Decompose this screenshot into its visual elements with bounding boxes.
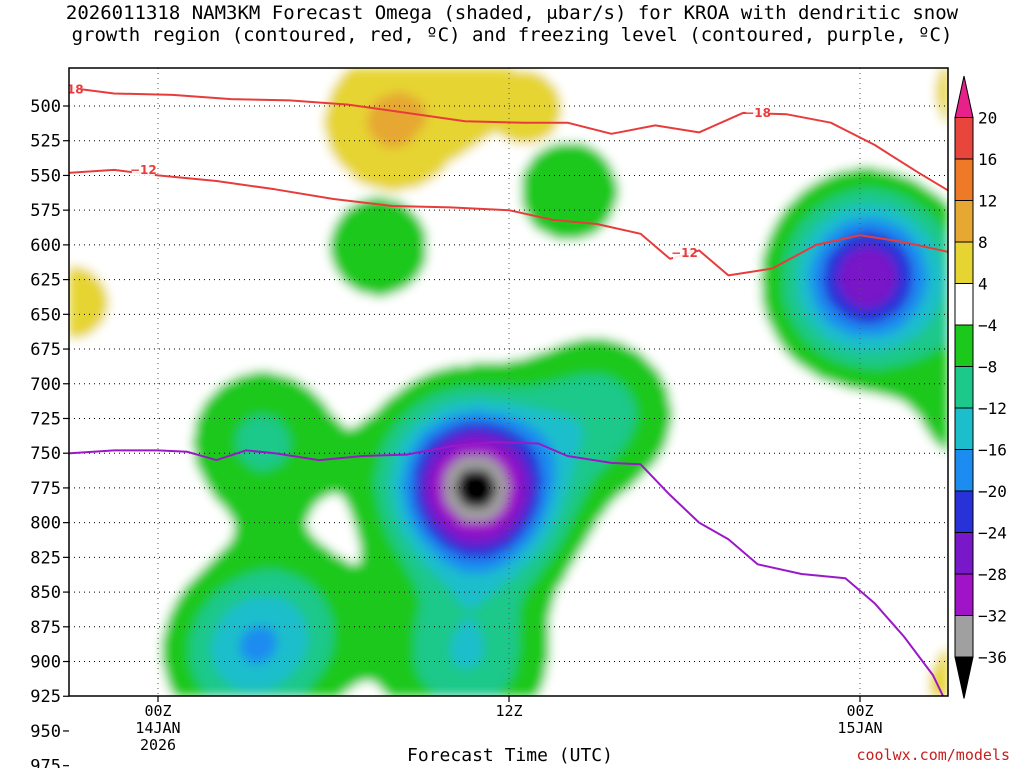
colorbar-bin <box>954 449 974 492</box>
x-axis: 00Z14JAN202612Z00Z15JAN12Z00Z16JAN <box>135 696 883 754</box>
y-tick-label: 525 <box>30 132 61 152</box>
colorbar-label: 12 <box>978 192 997 211</box>
colorbar-label: −32 <box>978 607 1007 626</box>
y-tick-label: 575 <box>30 201 61 221</box>
y-tick-label: 800 <box>30 514 61 534</box>
colorbar-label: 4 <box>978 275 988 294</box>
y-tick-label: 875 <box>30 618 61 638</box>
colorbar-bin <box>954 366 974 409</box>
colorbar-bin <box>954 158 974 201</box>
colorbar: 20 16 12 8 4 −4 −8 −12 −16 −20 −24 −28 −32 −36 <box>954 75 1007 699</box>
y-tick-label: 925 <box>30 687 61 707</box>
x-tick-label: 15JAN <box>837 719 882 737</box>
chart-title-line1: 2026011318 NAM3KM Forecast Omega (shaded… <box>65 2 959 24</box>
y-tick-label: 900 <box>30 653 61 673</box>
x-tick-label: 14JAN <box>135 719 180 737</box>
contour-label-background <box>69 82 82 96</box>
colorbar-label: −28 <box>978 565 1007 584</box>
y-tick-label: 750 <box>30 444 61 464</box>
colorbar-bin <box>954 75 974 118</box>
y-tick-label: 775 <box>30 479 61 499</box>
colorbar-label: 16 <box>978 150 997 169</box>
x-tick-label: 00Z <box>846 702 873 720</box>
site-credit: coolwx.com/models <box>856 746 1010 764</box>
colorbar-label: −8 <box>978 358 997 377</box>
colorbar-label: −36 <box>978 648 1007 667</box>
contours: −18−18−18−12−12−12 <box>57 82 948 696</box>
colorbar-label: −4 <box>978 316 997 335</box>
contour-label: −18 <box>744 106 771 120</box>
y-tick-label: 975 <box>30 757 61 768</box>
colorbar-label: 20 <box>978 109 997 128</box>
y-tick-label: 675 <box>30 340 61 360</box>
y-tick-label: 950 <box>30 722 61 742</box>
colorbar-label: −12 <box>978 399 1007 418</box>
chart-title-line2: growth region (contoured, red, ºC) and f… <box>71 24 953 46</box>
colorbar-bin <box>954 200 974 243</box>
contour-label: −18 <box>57 82 84 96</box>
colorbar-bin <box>954 241 974 284</box>
y-tick-label: 550 <box>30 166 61 186</box>
colorbar-bin <box>954 490 974 533</box>
colorbar-bin <box>954 532 974 575</box>
x-axis-label: Forecast Time (UTC) <box>407 745 613 766</box>
colorbar-bin <box>954 283 974 326</box>
contour-label-background <box>746 105 770 119</box>
contour-label: −12 <box>130 163 157 177</box>
x-tick-label: 00Z <box>144 702 171 720</box>
y-tick-label: 500 <box>30 97 61 117</box>
contour-freezing_level <box>69 441 945 696</box>
y-tick-label: 625 <box>30 271 61 291</box>
y-tick-label: 600 <box>30 236 61 256</box>
plot-area: −18−18−18−12−12−12 <box>57 67 949 697</box>
contour-label-background <box>673 246 696 260</box>
x-tick-label: 2026 <box>140 736 176 754</box>
colorbar-bin <box>954 573 974 616</box>
colorbar-bin <box>954 656 974 699</box>
y-tick-label: 700 <box>30 375 61 395</box>
contour-dgz_-18 <box>69 86 948 192</box>
y-tick-label: 850 <box>30 583 61 603</box>
y-axis: 500 525 550 575 600 625 650 675 700 725 750 775 800 8… <box>30 97 69 768</box>
y-tick-label: 725 <box>30 409 61 429</box>
colorbar-bin <box>954 407 974 450</box>
colorbar-label: −16 <box>978 441 1007 460</box>
contour-dgz_-12 <box>69 168 948 277</box>
colorbar-bin <box>954 117 974 160</box>
omega-shading <box>69 68 948 696</box>
y-tick-label: 825 <box>30 548 61 568</box>
contour-label: −12 <box>671 246 698 260</box>
x-tick-label: 12Z <box>495 702 522 720</box>
y-tick-label: 650 <box>30 305 61 325</box>
colorbar-label: −20 <box>978 482 1007 501</box>
colorbar-bin <box>954 324 974 367</box>
contour-label-background <box>131 162 155 176</box>
colorbar-label: 8 <box>978 233 988 252</box>
colorbar-bin <box>954 615 974 658</box>
colorbar-label: −24 <box>978 524 1007 543</box>
